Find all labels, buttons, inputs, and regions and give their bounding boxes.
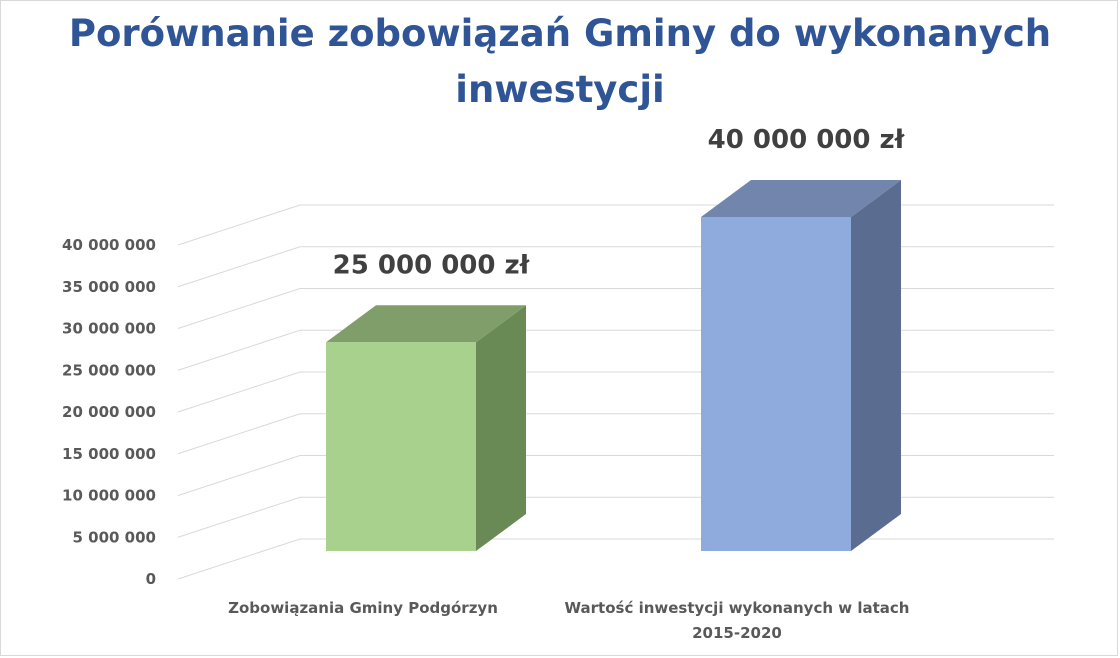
- y-tick-label: 30 000 000: [62, 320, 156, 338]
- gridline: [177, 496, 1054, 538]
- y-tick-label: 40 000 000: [62, 236, 156, 254]
- gridline: [177, 288, 1054, 329]
- bar: [326, 342, 476, 551]
- bar-side: [851, 180, 901, 551]
- gridline: [177, 538, 1054, 580]
- y-tick-label: 10 000 000: [62, 487, 156, 505]
- gridline: [177, 329, 1054, 371]
- gridline: [177, 455, 1054, 496]
- y-tick-label: 25 000 000: [62, 361, 156, 379]
- y-tick-label: 35 000 000: [62, 278, 156, 296]
- gridline: [177, 246, 1054, 288]
- gridline: [177, 371, 1054, 413]
- data-label: 25 000 000 zł: [333, 250, 531, 280]
- data-label: 40 000 000 zł: [708, 125, 906, 155]
- gridline: [177, 413, 1054, 455]
- y-tick-label: 5 000 000: [72, 528, 156, 546]
- bar-top: [701, 180, 901, 217]
- bar-side: [476, 305, 526, 551]
- x-category-label: Wartość inwestycji wykonanych w latach 20…: [565, 599, 910, 642]
- bar: [701, 217, 851, 551]
- y-tick-label: 15 000 000: [62, 445, 156, 463]
- gridline: [177, 204, 1054, 246]
- y-tick-label: 0: [146, 570, 156, 588]
- chart-title: Porównanie zobowiązań Gminy do wykonanyc…: [68, 12, 1052, 111]
- y-tick-label: 20 000 000: [62, 403, 156, 421]
- x-category-label: Zobowiązania Gminy Podgórzyn: [228, 599, 498, 617]
- bar-top: [326, 305, 526, 343]
